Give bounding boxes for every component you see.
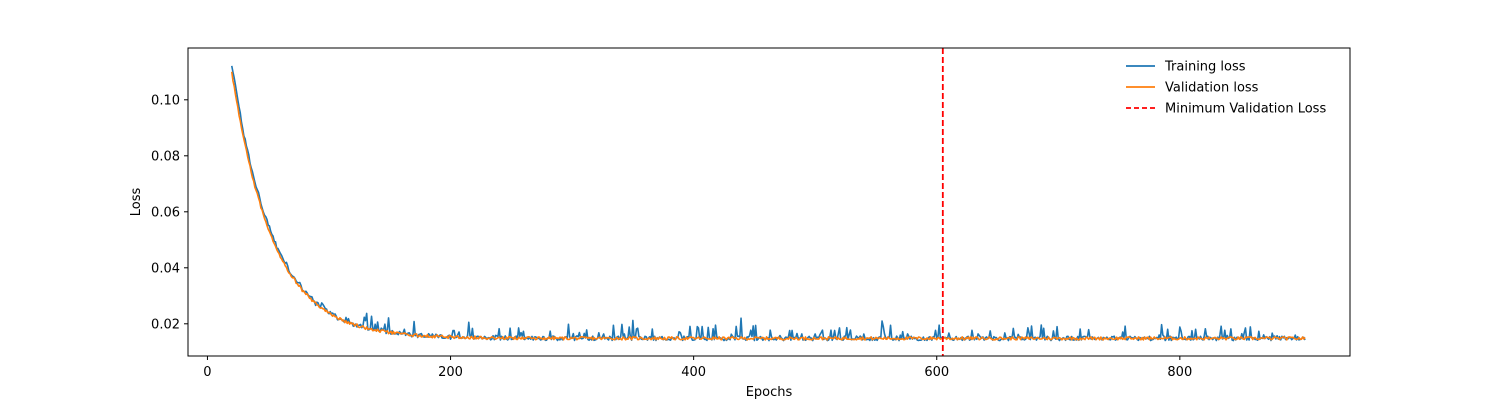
x-axis-label: Epochs [746, 385, 793, 400]
x-tick-label: 400 [681, 365, 706, 380]
legend-label: Minimum Validation Loss [1165, 102, 1326, 117]
x-tick-label: 200 [438, 365, 463, 380]
legend-label: Training loss [1164, 60, 1246, 75]
x-tick-label: 0 [203, 365, 211, 380]
y-tick-label: 0.08 [151, 149, 180, 164]
y-tick-label: 0.02 [151, 317, 180, 332]
legend: Training loss Validation loss Minimum Vali… [1126, 60, 1326, 117]
x-tick-label: 600 [924, 365, 949, 380]
x-tick-label: 800 [1167, 365, 1192, 380]
series-line-training-loss [230, 65, 1306, 342]
plot-area-frame [187, 47, 1351, 357]
series-line-validation-loss [230, 71, 1306, 341]
y-tick-label: 0.06 [151, 205, 180, 220]
y-axis-label: Loss [129, 188, 144, 217]
legend-label: Validation loss [1165, 81, 1259, 96]
y-tick-label: 0.10 [151, 93, 180, 108]
y-tick-label: 0.04 [151, 261, 180, 276]
